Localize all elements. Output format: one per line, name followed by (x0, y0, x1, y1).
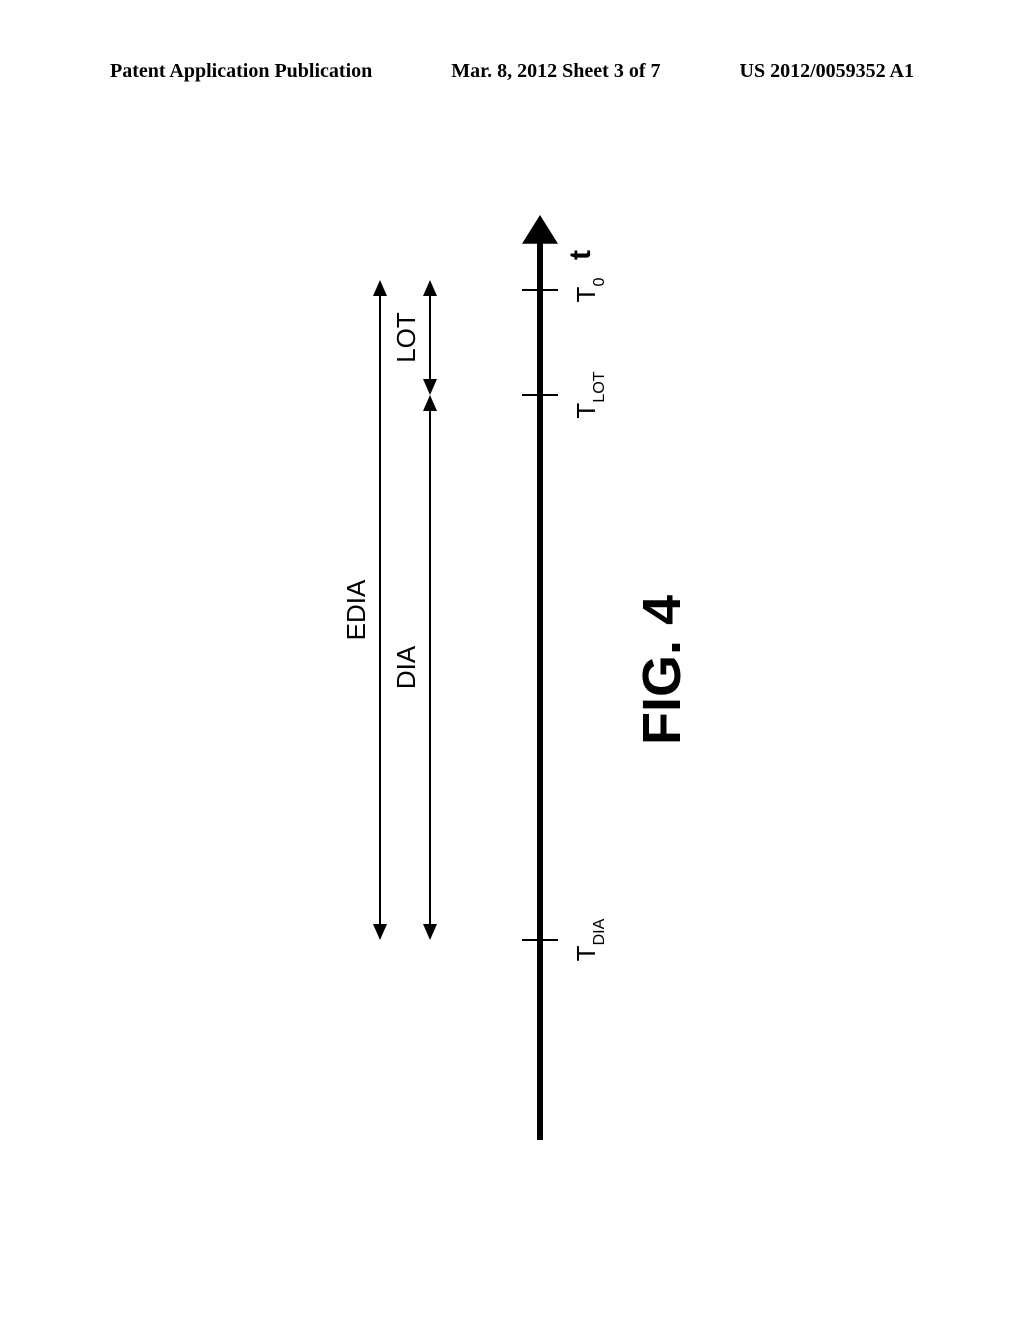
svg-text:TLOT: TLOT (571, 371, 608, 418)
svg-text:TDIA: TDIA (571, 918, 608, 961)
svg-text:FIG. 4: FIG. 4 (632, 595, 692, 745)
figure-svg: t T0 TLOT TDIA EDIA DIA LOT FIG. 4 (120, 200, 880, 1140)
svg-text:DIA: DIA (391, 645, 421, 689)
svg-text:EDIA: EDIA (341, 579, 371, 640)
header-center: Mar. 8, 2012 Sheet 3 of 7 (451, 60, 660, 83)
header-right: US 2012/0059352 A1 (740, 60, 914, 83)
svg-text:T0: T0 (571, 278, 608, 303)
svg-text:LOT: LOT (391, 312, 421, 363)
header-left: Patent Application Publication (110, 60, 372, 83)
page-header: Patent Application Publication Mar. 8, 2… (0, 60, 1024, 83)
svg-text:t: t (564, 250, 597, 260)
figure-4: t T0 TLOT TDIA EDIA DIA LOT FIG. 4 (120, 200, 880, 1140)
